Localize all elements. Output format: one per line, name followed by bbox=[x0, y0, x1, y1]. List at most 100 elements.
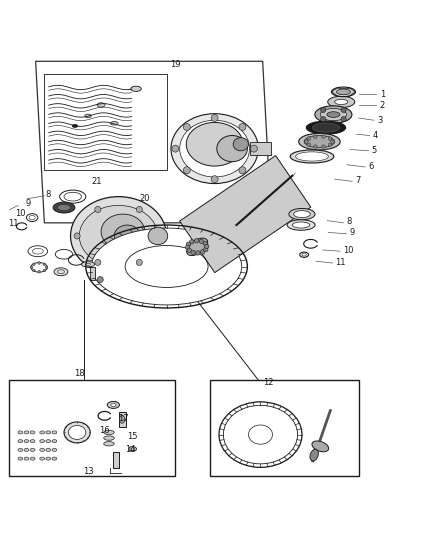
Circle shape bbox=[190, 240, 194, 244]
Circle shape bbox=[196, 251, 200, 255]
Circle shape bbox=[328, 137, 332, 140]
Ellipse shape bbox=[180, 120, 250, 177]
Ellipse shape bbox=[187, 238, 208, 256]
Text: 9: 9 bbox=[350, 228, 355, 237]
Ellipse shape bbox=[315, 106, 352, 123]
Ellipse shape bbox=[332, 87, 356, 96]
Text: 6: 6 bbox=[368, 161, 374, 171]
Ellipse shape bbox=[40, 457, 45, 460]
Circle shape bbox=[322, 145, 325, 148]
Ellipse shape bbox=[287, 220, 315, 230]
Text: 17: 17 bbox=[118, 414, 128, 423]
Circle shape bbox=[314, 145, 317, 148]
Circle shape bbox=[328, 143, 332, 147]
Circle shape bbox=[239, 124, 246, 131]
Ellipse shape bbox=[223, 405, 297, 464]
Bar bbox=[119, 412, 126, 427]
Bar bbox=[113, 451, 119, 468]
Ellipse shape bbox=[46, 431, 51, 434]
Circle shape bbox=[157, 233, 163, 239]
Circle shape bbox=[194, 239, 198, 243]
Ellipse shape bbox=[233, 138, 248, 151]
Ellipse shape bbox=[24, 448, 29, 451]
Circle shape bbox=[43, 269, 46, 272]
Ellipse shape bbox=[68, 425, 86, 439]
Ellipse shape bbox=[97, 103, 105, 107]
Polygon shape bbox=[44, 75, 166, 171]
Text: 20: 20 bbox=[140, 194, 150, 203]
Text: 12: 12 bbox=[263, 378, 273, 387]
Ellipse shape bbox=[24, 440, 29, 443]
Ellipse shape bbox=[30, 440, 35, 443]
Ellipse shape bbox=[296, 152, 328, 161]
Ellipse shape bbox=[104, 430, 114, 434]
Ellipse shape bbox=[129, 447, 137, 451]
Ellipse shape bbox=[18, 448, 23, 451]
Text: 9: 9 bbox=[25, 199, 31, 208]
Circle shape bbox=[331, 140, 334, 143]
Bar bbox=[90, 268, 95, 280]
Ellipse shape bbox=[110, 122, 118, 125]
Ellipse shape bbox=[104, 436, 114, 440]
Circle shape bbox=[136, 260, 142, 265]
Text: 5: 5 bbox=[372, 146, 377, 155]
Circle shape bbox=[95, 260, 101, 265]
Ellipse shape bbox=[24, 457, 29, 460]
Text: 8: 8 bbox=[346, 217, 352, 227]
Ellipse shape bbox=[46, 448, 51, 451]
Ellipse shape bbox=[131, 86, 141, 92]
Circle shape bbox=[304, 140, 308, 143]
Text: 16: 16 bbox=[99, 426, 110, 435]
Circle shape bbox=[32, 269, 35, 272]
Text: 11: 11 bbox=[336, 257, 346, 266]
Circle shape bbox=[32, 263, 35, 265]
Ellipse shape bbox=[120, 415, 125, 423]
Circle shape bbox=[97, 277, 103, 282]
Ellipse shape bbox=[85, 114, 91, 118]
Circle shape bbox=[191, 250, 195, 255]
Circle shape bbox=[211, 115, 218, 122]
Ellipse shape bbox=[18, 457, 23, 460]
Ellipse shape bbox=[114, 225, 141, 247]
Circle shape bbox=[307, 143, 311, 147]
Ellipse shape bbox=[71, 197, 166, 275]
Text: 14: 14 bbox=[125, 446, 135, 454]
Ellipse shape bbox=[40, 431, 45, 434]
Ellipse shape bbox=[292, 222, 310, 228]
Circle shape bbox=[341, 107, 346, 112]
Ellipse shape bbox=[335, 99, 348, 104]
Ellipse shape bbox=[18, 440, 23, 443]
Circle shape bbox=[186, 242, 191, 246]
Circle shape bbox=[45, 266, 48, 269]
Circle shape bbox=[341, 117, 346, 122]
Circle shape bbox=[184, 124, 191, 131]
Text: 21: 21 bbox=[92, 177, 102, 186]
Circle shape bbox=[74, 233, 80, 239]
Ellipse shape bbox=[299, 133, 340, 150]
Ellipse shape bbox=[81, 262, 95, 267]
Ellipse shape bbox=[327, 112, 340, 117]
Circle shape bbox=[172, 145, 179, 152]
Text: 13: 13 bbox=[83, 467, 93, 476]
Ellipse shape bbox=[72, 124, 78, 127]
Circle shape bbox=[38, 262, 40, 264]
Ellipse shape bbox=[290, 150, 334, 163]
Polygon shape bbox=[180, 156, 311, 272]
Text: 1: 1 bbox=[380, 90, 385, 99]
Circle shape bbox=[205, 244, 209, 248]
Ellipse shape bbox=[328, 96, 355, 108]
Ellipse shape bbox=[30, 431, 35, 434]
Ellipse shape bbox=[107, 401, 120, 408]
Circle shape bbox=[30, 266, 33, 269]
Circle shape bbox=[307, 137, 311, 140]
Bar bbox=[250, 142, 272, 155]
Polygon shape bbox=[35, 61, 272, 223]
Text: 10: 10 bbox=[15, 209, 25, 218]
Circle shape bbox=[136, 206, 142, 213]
Ellipse shape bbox=[293, 211, 310, 217]
Circle shape bbox=[322, 135, 325, 139]
Text: 10: 10 bbox=[343, 246, 353, 255]
Circle shape bbox=[187, 248, 191, 253]
Circle shape bbox=[314, 135, 317, 139]
Text: 18: 18 bbox=[74, 369, 85, 378]
